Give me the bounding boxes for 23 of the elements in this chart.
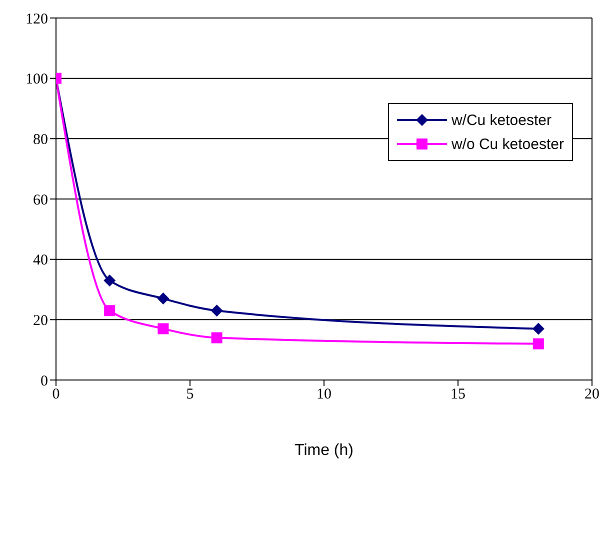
y-tick-label: 100	[26, 72, 48, 88]
point	[532, 338, 544, 350]
x-tick-label: 10	[316, 386, 332, 403]
y-tick-label: 60	[33, 192, 48, 208]
legend-label: w/Cu ketoester	[451, 112, 552, 128]
x-tick-label: 0	[52, 386, 60, 403]
y-tick-label: 120	[26, 11, 48, 28]
point	[104, 274, 116, 286]
y-tick-label: 20	[33, 312, 48, 329]
point	[532, 322, 544, 335]
y-tick-label: 80	[33, 132, 48, 148]
x-tick-label: 15	[450, 386, 466, 403]
point	[211, 332, 222, 344]
x-tick-label: 20	[584, 386, 600, 403]
y-tick-label: 0	[40, 373, 48, 390]
point	[210, 304, 223, 317]
x-axis-title: Time (h)	[294, 442, 354, 459]
y-tick-label: 40	[33, 252, 48, 269]
x-tick-label: 5	[186, 386, 194, 403]
point	[157, 292, 170, 305]
point	[158, 323, 169, 334]
point	[104, 305, 116, 316]
legend-label: w/o Cu ketoester	[451, 136, 564, 152]
